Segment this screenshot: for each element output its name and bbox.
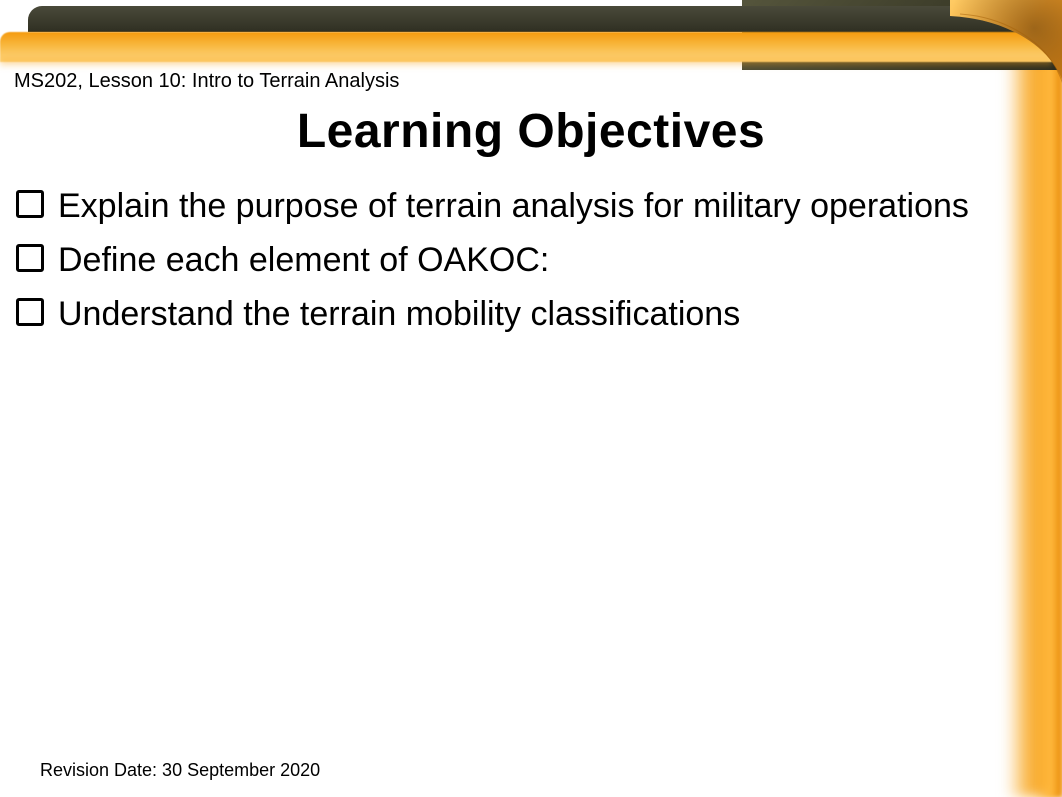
- objective-text: Explain the purpose of terrain analysis …: [58, 184, 969, 230]
- checkbox-icon: [16, 244, 44, 272]
- objectives-list: Explain the purpose of terrain analysis …: [16, 184, 972, 346]
- revision-date: Revision Date: 30 September 2020: [40, 760, 320, 781]
- breadcrumb: MS202, Lesson 10: Intro to Terrain Analy…: [14, 70, 399, 93]
- top-dark-bar: [28, 6, 1052, 32]
- objective-text: Define each element of OAKOC:: [58, 238, 549, 284]
- slide-container: MS202, Lesson 10: Intro to Terrain Analy…: [0, 0, 1062, 797]
- slide-title: Learning Objectives: [0, 104, 1062, 159]
- objective-text: Understand the terrain mobility classifi…: [58, 292, 740, 338]
- objective-item: Understand the terrain mobility classifi…: [16, 292, 972, 338]
- objective-item: Explain the purpose of terrain analysis …: [16, 184, 972, 230]
- checkbox-icon: [16, 190, 44, 218]
- top-orange-bar: [0, 32, 1052, 62]
- checkbox-icon: [16, 298, 44, 326]
- objective-item: Define each element of OAKOC:: [16, 238, 972, 284]
